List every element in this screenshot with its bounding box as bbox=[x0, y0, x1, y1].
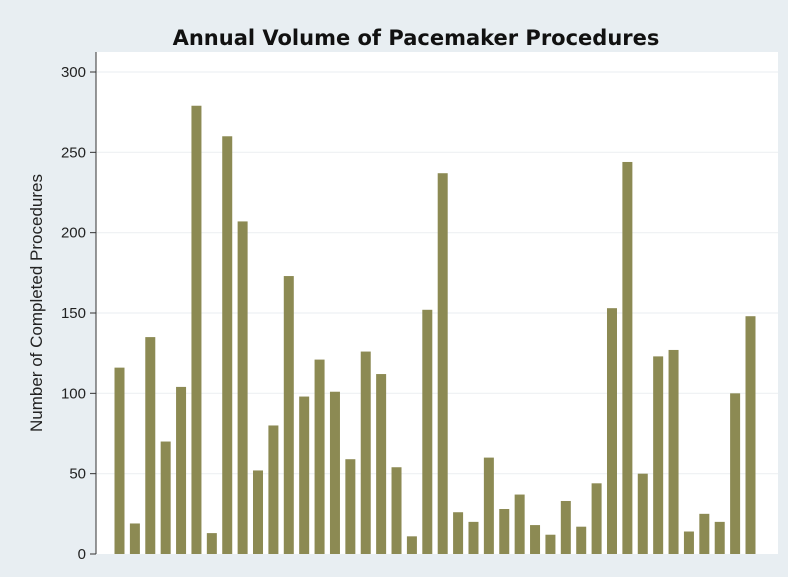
bar bbox=[391, 467, 402, 554]
bar bbox=[237, 221, 248, 555]
bar bbox=[530, 525, 541, 554]
y-tick-label: 50 bbox=[69, 466, 86, 483]
bar bbox=[406, 536, 417, 554]
bar bbox=[329, 391, 340, 554]
bar bbox=[191, 105, 202, 555]
y-tick-label: 300 bbox=[61, 64, 86, 81]
y-tick-label: 150 bbox=[61, 305, 86, 322]
bar bbox=[606, 308, 617, 554]
gridlines bbox=[96, 71, 778, 475]
bar bbox=[622, 161, 633, 554]
bar bbox=[637, 473, 648, 554]
bar bbox=[545, 534, 556, 554]
bar bbox=[176, 386, 187, 554]
bar bbox=[653, 356, 664, 554]
bar bbox=[453, 512, 464, 554]
bar bbox=[345, 459, 356, 554]
bar bbox=[268, 425, 279, 554]
bar bbox=[360, 351, 371, 554]
bar bbox=[422, 309, 433, 554]
bar bbox=[560, 500, 571, 554]
y-tick-label: 200 bbox=[61, 225, 86, 242]
bar bbox=[668, 349, 679, 554]
bar bbox=[314, 359, 325, 554]
bar bbox=[714, 521, 725, 554]
bar bbox=[206, 533, 217, 554]
bar bbox=[683, 531, 694, 554]
bar bbox=[730, 393, 741, 554]
bar bbox=[114, 367, 125, 554]
bar bbox=[129, 523, 140, 554]
bar bbox=[160, 441, 171, 554]
chart-title: Annual Volume of Pacemaker Procedures bbox=[173, 26, 660, 50]
bar bbox=[299, 396, 310, 554]
y-axis-label: Number of Completed Procedures bbox=[27, 174, 46, 432]
bar bbox=[376, 374, 387, 554]
bars bbox=[114, 105, 756, 555]
y-tick-label: 250 bbox=[61, 144, 86, 161]
bar bbox=[499, 509, 510, 554]
bar bbox=[699, 513, 710, 554]
bar bbox=[145, 337, 156, 554]
bar bbox=[576, 526, 587, 554]
bar bbox=[437, 173, 448, 554]
bar bbox=[591, 483, 602, 554]
plot-area bbox=[96, 52, 778, 554]
bar bbox=[514, 494, 525, 554]
bar bbox=[222, 136, 233, 554]
y-tick-label: 100 bbox=[61, 385, 86, 402]
bar bbox=[253, 470, 264, 554]
bar bbox=[745, 316, 756, 554]
bar bbox=[283, 276, 294, 554]
bar bbox=[468, 521, 479, 554]
bar bbox=[483, 457, 494, 554]
y-tick-label: 0 bbox=[78, 546, 86, 563]
y-axis-ticks: 0 50 100 150 200 250 300 bbox=[61, 64, 96, 563]
